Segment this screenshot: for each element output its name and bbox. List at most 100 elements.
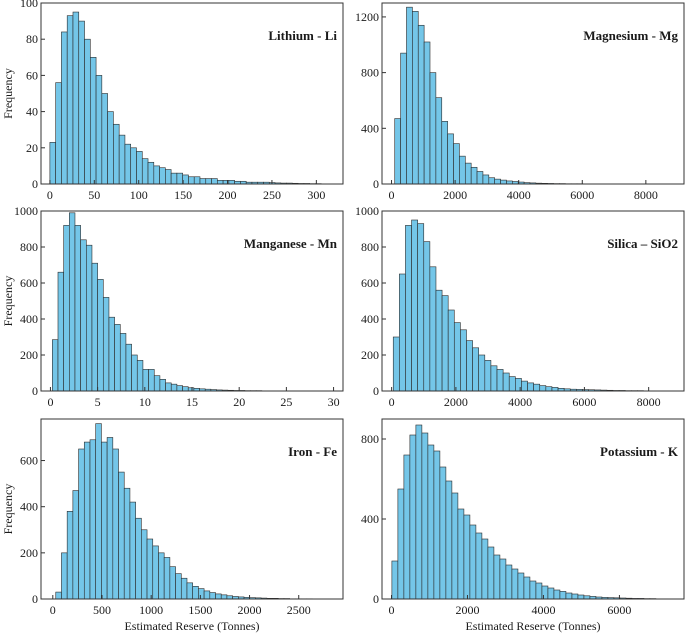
- x-tick-label: 2000: [444, 395, 468, 409]
- panel-title: Iron - Fe: [288, 444, 337, 459]
- histogram-bar: [153, 375, 161, 392]
- y-tick-label: 0: [32, 177, 38, 191]
- x-tick-label: 5: [95, 395, 101, 409]
- histogram-bar: [464, 162, 472, 185]
- histogram-bar: [69, 212, 76, 392]
- histogram-bar: [478, 354, 486, 392]
- y-tick-label: 0: [373, 592, 379, 606]
- histogram-bar: [215, 593, 222, 600]
- histogram-bar: [95, 423, 102, 600]
- plot-frame: [40, 2, 344, 185]
- y-tick-label: 0: [373, 177, 379, 191]
- histogram-bar: [228, 180, 235, 185]
- y-tick-label: 600: [361, 276, 379, 290]
- histogram-bar: [533, 383, 541, 392]
- histogram-bar: [141, 529, 148, 600]
- histogram-bar: [439, 466, 447, 600]
- x-tick-label: 4000: [508, 395, 532, 409]
- histogram-bar: [135, 517, 142, 600]
- histogram-bar: [74, 225, 81, 392]
- histogram-bar: [475, 532, 483, 600]
- panel-title: Manganese - Mn: [244, 236, 338, 251]
- histogram-bar: [493, 554, 501, 600]
- histogram-bar: [90, 56, 97, 185]
- histogram-bar: [451, 492, 459, 600]
- histogram-bar: [453, 322, 461, 392]
- x-tick-label: 0: [388, 603, 394, 617]
- histogram-bar: [180, 577, 188, 600]
- y-tick-label: 1200: [355, 10, 379, 24]
- histogram-panel: 0 500 1000 1500 2000 2500 0 200 400 600 Iron - Fe F…: [1, 418, 344, 633]
- y-tick-label: 60: [26, 68, 38, 82]
- histogram-bar: [182, 386, 189, 392]
- histogram-bar: [511, 568, 519, 600]
- histogram-bar: [547, 587, 555, 600]
- histogram-bar: [118, 471, 125, 600]
- histogram-bar: [108, 316, 115, 392]
- x-tick-label: 150: [174, 188, 192, 202]
- y-tick-label: 600: [20, 454, 38, 468]
- x-tick-label: 6000: [570, 188, 594, 202]
- histogram-bar: [472, 347, 480, 392]
- histogram-bar: [577, 594, 585, 600]
- y-tick-label: 800: [361, 432, 379, 446]
- histogram-bar: [72, 11, 80, 185]
- histogram-bar: [165, 382, 172, 392]
- x-tick-label: 1000: [139, 603, 163, 617]
- histogram-bar: [412, 11, 419, 185]
- histogram-bar: [118, 134, 126, 185]
- histogram-bar: [101, 93, 108, 185]
- histogram-bar: [163, 557, 171, 600]
- histogram-bar: [146, 538, 154, 600]
- y-tick-label: 800: [361, 66, 379, 80]
- y-tick-label: 400: [361, 312, 379, 326]
- histogram-bar: [405, 225, 412, 392]
- x-tick-label: 25: [280, 395, 292, 409]
- histogram-bar: [159, 167, 166, 185]
- panel-title: Potassium - K: [600, 444, 679, 459]
- histogram-panel: 0 2000 4000 6000 8000 0 400 800 1200 Magnesium - …: [355, 2, 685, 202]
- histogram-bar: [176, 172, 183, 185]
- histogram-bar: [406, 6, 413, 185]
- histogram-bar: [400, 52, 407, 185]
- y-tick-label: 400: [361, 512, 379, 526]
- histogram-bar: [417, 24, 425, 185]
- histogram-bar: [217, 180, 224, 185]
- y-axis-label: Frequency: [1, 276, 15, 327]
- y-tick-label: 100: [20, 0, 38, 10]
- histogram-bar: [445, 480, 453, 600]
- y-tick-label: 200: [20, 348, 38, 362]
- histogram-bar: [57, 271, 64, 392]
- y-tick-label: 0: [32, 384, 38, 398]
- x-tick-label: 6000: [572, 395, 596, 409]
- histogram-bar: [66, 511, 74, 600]
- y-tick-label: 400: [20, 312, 38, 326]
- histogram-bar: [209, 592, 216, 600]
- histogram-bar: [447, 133, 454, 185]
- histogram-bar: [188, 176, 195, 185]
- histogram-bar: [551, 387, 559, 392]
- histogram-bar: [170, 172, 178, 185]
- x-tick-label: 30: [328, 395, 340, 409]
- histogram-bar: [95, 75, 103, 185]
- histogram-bar: [435, 289, 443, 392]
- histogram-bar: [52, 339, 59, 392]
- histogram-panel: 0 50 100 150 200 250 300 0 20 40 60 80 100 Lithium - …: [1, 0, 344, 202]
- histogram-bar: [61, 31, 68, 185]
- histogram-bar: [529, 580, 537, 600]
- histogram-bar: [49, 142, 56, 185]
- panel-title: Silica – SiO2: [607, 236, 678, 251]
- y-tick-label: 20: [26, 141, 38, 155]
- y-tick-label: 40: [26, 105, 38, 119]
- histogram-bar: [136, 360, 144, 392]
- histogram-bar: [423, 241, 431, 392]
- histogram-bar: [80, 239, 87, 392]
- plot-frame: [40, 418, 344, 600]
- histogram-bar: [170, 383, 178, 392]
- histogram-bar: [476, 171, 484, 185]
- histogram-bar: [106, 437, 114, 600]
- histogram-bar: [392, 336, 400, 392]
- y-tick-label: 0: [32, 592, 38, 606]
- y-tick-label: 400: [20, 500, 38, 514]
